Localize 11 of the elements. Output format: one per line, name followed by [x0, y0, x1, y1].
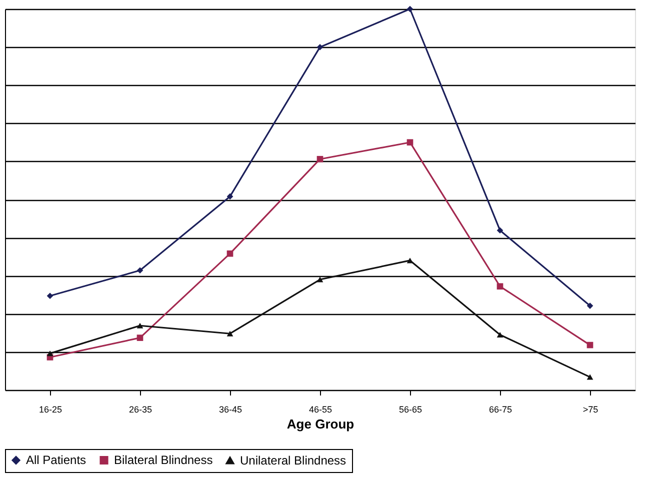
x-tick-label: 16-25	[38, 404, 62, 414]
x-tick-label: >75	[582, 404, 598, 414]
x-tick-label: 36-45	[218, 404, 242, 414]
legend-label: All Patients	[26, 453, 86, 468]
legend-label: Unilateral Blindness	[240, 453, 346, 468]
x-tick-label: 26-35	[128, 404, 152, 414]
x-tick-label: 56-65	[398, 404, 422, 414]
x-axis-title: Age Group	[286, 416, 354, 432]
x-tick-label: 46-55	[308, 404, 332, 414]
x-tick-label: 66-75	[488, 404, 512, 414]
legend-label: Bilateral Blindness	[114, 453, 213, 468]
